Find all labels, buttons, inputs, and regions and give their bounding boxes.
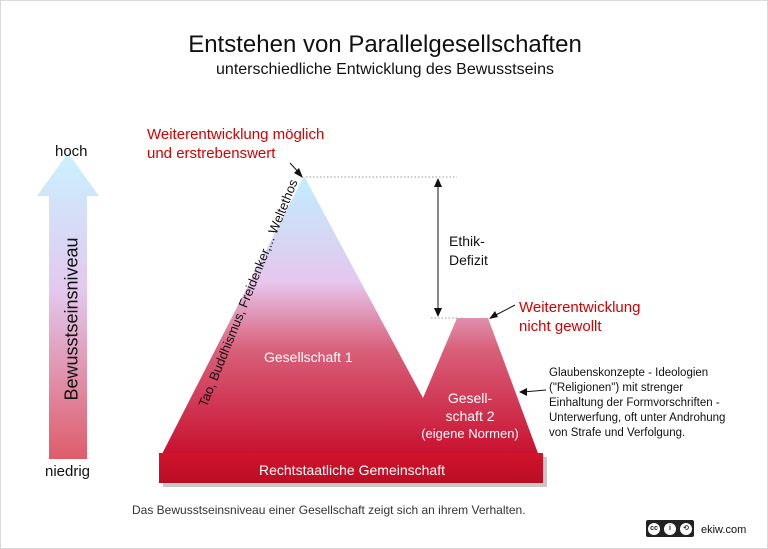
base-label: Rechtstaatliche Gemeinschaft bbox=[259, 462, 445, 478]
description-line: von Strafe und Verfolgung. bbox=[549, 427, 686, 439]
society2-label-line3: (eigene Normen) bbox=[421, 426, 519, 441]
diagram-subtitle: unterschiedliche Entwicklung des Bewusst… bbox=[216, 61, 554, 78]
peak2-annotation-arrowhead bbox=[489, 311, 498, 319]
society1-label: Gesellschaft 1 bbox=[264, 349, 353, 365]
creative-commons-by-sa-icon: cc i ⟲ bbox=[646, 520, 694, 537]
axis-high-label: hoch bbox=[55, 143, 88, 160]
society2-label-line2: schaft 2 bbox=[445, 408, 495, 424]
peak2-annotation-line1: Weiterentwicklung bbox=[519, 299, 641, 316]
peak1-annotation-line1: Weiterentwicklung möglich bbox=[147, 126, 325, 143]
society-peaks bbox=[161, 176, 539, 456]
ethics-gap-arrowhead-bottom bbox=[434, 308, 442, 317]
ethics-gap-line1: Ethik- bbox=[449, 233, 485, 249]
ethics-gap-line2: Defizit bbox=[449, 252, 488, 268]
base-bar bbox=[159, 453, 543, 483]
peak2-annotation-line2: nicht gewollt bbox=[519, 318, 602, 335]
description-arrowhead bbox=[519, 388, 527, 396]
ethics-gap-label: Ethik- Defizit bbox=[449, 232, 488, 270]
axis-low-label: niedrig bbox=[45, 463, 91, 480]
society2-label: Gesell- schaft 2 (eigene Normen) bbox=[415, 389, 525, 443]
diagram-title: Entstehen von Parallelgesellschaften bbox=[188, 31, 582, 58]
society2-label-line1: Gesell- bbox=[447, 390, 493, 406]
description-line: ("Religionen") mit strenger bbox=[549, 382, 684, 394]
description-line: Unterwerfung, oft unter Androhung bbox=[549, 412, 726, 424]
description-line: Glaubenskonzepte - Ideologien bbox=[549, 367, 709, 379]
society2-description: Glaubenskonzepte - Ideologien ("Religion… bbox=[549, 366, 759, 441]
consciousness-arrow bbox=[37, 153, 99, 459]
peak1-annotation: Weiterentwicklung möglich und erstrebens… bbox=[147, 125, 324, 163]
footer-caption: Das Bewusstseinsniveau einer Gesellschaf… bbox=[132, 503, 526, 517]
peak2-annotation: Weiterentwicklung nicht gewollt bbox=[519, 298, 640, 336]
description-line: Einhaltung der Formvorschriften - bbox=[549, 397, 720, 409]
peak1-annotation-arrowhead bbox=[294, 168, 303, 178]
peak1-annotation-line2: und erstrebenswert bbox=[147, 145, 276, 162]
ethics-gap-arrowhead-top bbox=[434, 178, 442, 187]
axis-label: Bewusstseinsniveau bbox=[61, 237, 82, 401]
site-name: ekiw.com bbox=[701, 524, 747, 536]
